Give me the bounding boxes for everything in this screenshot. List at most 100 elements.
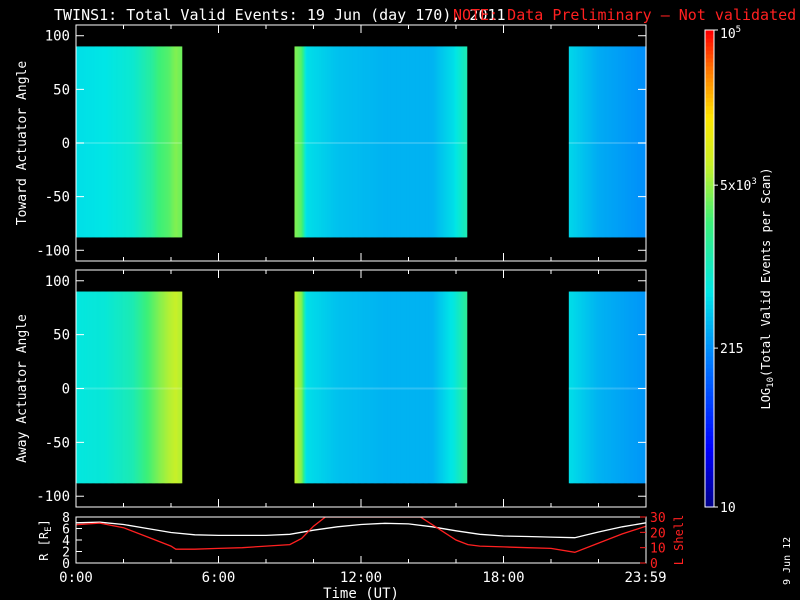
heatmap-cell xyxy=(87,291,90,484)
heatmap-cell xyxy=(585,291,588,484)
heatmap-cell xyxy=(307,291,310,484)
colorbar-tick-base: 5x10 xyxy=(720,179,751,194)
heatmap-cell xyxy=(327,291,330,484)
colorbar-cell xyxy=(705,272,714,278)
heatmap-cell xyxy=(643,46,646,238)
heatmap-cell xyxy=(317,46,319,238)
heatmap-cell xyxy=(319,291,322,484)
heatmap-cell xyxy=(399,46,401,238)
heatmap-cell xyxy=(412,46,414,238)
data-segment xyxy=(294,291,468,484)
heatmap-cell xyxy=(465,46,468,238)
heatmap-cell xyxy=(381,46,383,238)
colorbar-label: LOG10(Total Valid Events per Scan) xyxy=(759,167,776,409)
toward-angle-panel: 100 50 0 -50 -100 Toward Actuator Angle xyxy=(15,24,647,262)
heatmap-cell xyxy=(390,291,393,484)
heatmap-cell xyxy=(612,46,615,238)
heatmap-cell xyxy=(587,291,590,484)
heatmap-cell xyxy=(104,46,107,238)
heatmap-cell xyxy=(179,46,182,238)
heatmap-cell xyxy=(146,46,148,238)
heatmap-cell xyxy=(390,46,393,238)
heatmap-cell xyxy=(328,291,331,484)
heatmap-cell xyxy=(165,291,167,484)
heatmap-cell xyxy=(577,291,579,484)
heatmap-cell xyxy=(171,46,173,238)
heatmap-cell xyxy=(618,291,621,484)
heatmap-cell xyxy=(352,291,355,484)
heatmap-cell xyxy=(435,46,438,238)
heatmap-cell xyxy=(435,291,438,484)
heatmap-cell xyxy=(407,291,410,484)
heatmap-cell xyxy=(129,46,132,238)
heatmap-cell xyxy=(105,291,108,484)
colorbar-cell xyxy=(705,431,714,437)
heatmap-cell xyxy=(336,46,338,238)
colorbar-cell xyxy=(705,371,714,377)
heatmap-cell xyxy=(429,291,432,484)
heatmap-cell xyxy=(426,46,429,238)
heatmap-cell xyxy=(98,291,101,484)
colorbar-cell xyxy=(705,133,714,138)
colorbar-tick-exp: 3 xyxy=(751,177,756,187)
right-y-tick-label: 0 xyxy=(650,557,658,572)
heatmap-cell xyxy=(613,46,616,238)
heatmap-cell xyxy=(320,46,323,238)
heatmap-cell xyxy=(397,46,400,238)
heatmap-cell xyxy=(110,46,113,238)
heatmap-cell xyxy=(619,46,622,238)
colorbar-cell xyxy=(705,240,714,246)
colorbar-cell xyxy=(705,292,714,297)
colorbar-cell xyxy=(705,208,714,214)
heatmap-cell xyxy=(312,46,315,238)
heatmap-cell xyxy=(418,291,420,484)
heatmap-cell xyxy=(413,291,416,484)
colorbar-cell xyxy=(705,49,714,55)
heatmap-cell xyxy=(372,46,375,238)
heatmap-cell xyxy=(150,291,153,484)
heatmap-cell xyxy=(384,291,387,484)
heatmap-cell xyxy=(590,46,592,238)
heatmap-cell xyxy=(634,291,636,484)
heatmap-cell xyxy=(394,291,397,484)
colorbar-cell xyxy=(705,117,714,123)
heatmap-cell xyxy=(154,291,157,484)
heatmap-cell xyxy=(374,46,376,238)
heatmap-cell xyxy=(104,291,107,484)
heatmap-cell xyxy=(159,46,161,238)
heatmap-cell xyxy=(383,46,386,238)
heatmap-cell xyxy=(142,291,145,484)
heatmap-cell xyxy=(421,46,424,238)
heatmap-cell xyxy=(166,46,169,238)
colorbar-cell xyxy=(705,177,714,182)
heatmap-cell xyxy=(138,291,141,484)
colorbar-cell xyxy=(705,244,714,250)
heatmap-cell xyxy=(160,291,163,484)
y-tick-label: -100 xyxy=(36,243,70,259)
colorbar-cell xyxy=(705,33,714,39)
heatmap-cell xyxy=(357,46,360,238)
heatmap-cell xyxy=(130,291,133,484)
y-tick-label: -100 xyxy=(36,489,70,505)
heatmap-cell xyxy=(312,291,315,484)
heatmap-cell xyxy=(628,46,630,238)
colorbar-cell xyxy=(705,165,714,170)
heatmap-cell xyxy=(627,291,629,484)
left-axis-label-end: ] xyxy=(37,519,51,526)
heatmap-cell xyxy=(137,291,140,484)
heatmap-cell xyxy=(416,291,419,484)
heatmap-cell xyxy=(161,291,164,484)
colorbar-cell xyxy=(705,304,714,309)
heatmap-cell xyxy=(178,291,180,484)
heatmap-cell xyxy=(388,291,391,484)
colorbar-cell xyxy=(705,439,714,444)
heatmap-cell xyxy=(402,46,405,238)
heatmap-cell xyxy=(625,291,628,484)
heatmap-cell xyxy=(96,46,98,238)
colorbar-cell xyxy=(705,391,714,397)
heatmap-cell xyxy=(442,291,445,484)
heatmap-cell xyxy=(309,46,312,238)
colorbar-cell xyxy=(705,81,714,87)
heatmap-cell xyxy=(155,46,158,238)
